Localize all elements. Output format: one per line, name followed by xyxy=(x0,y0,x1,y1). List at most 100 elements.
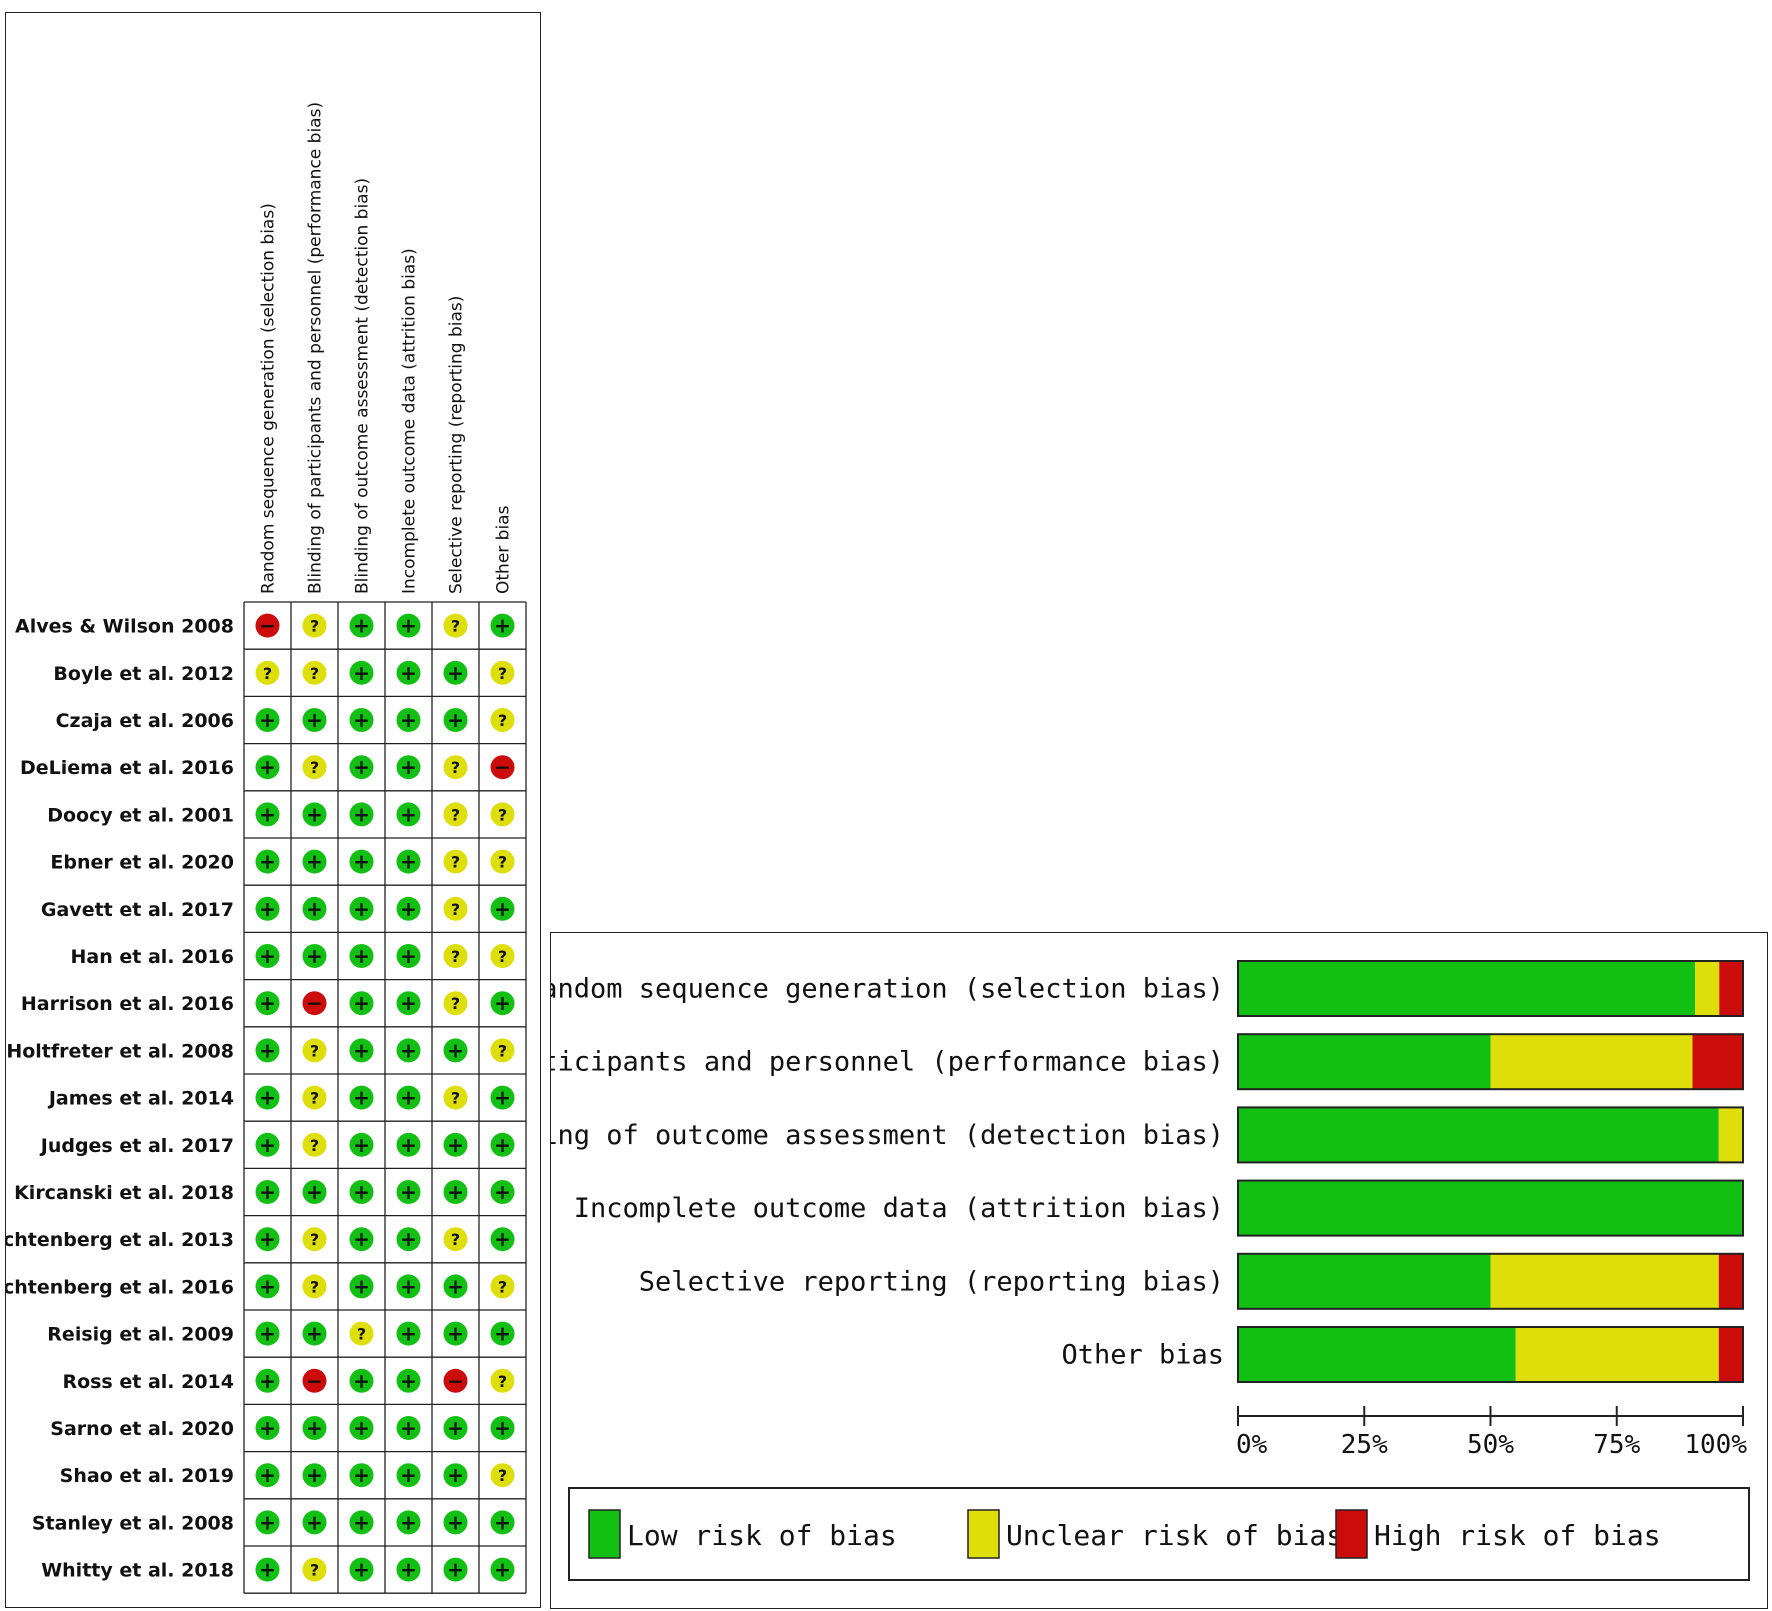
bar-segment-high xyxy=(1718,1327,1743,1382)
risk-symbol-low: + xyxy=(353,991,370,1015)
risk-marker-low: + xyxy=(255,944,280,968)
risk-marker-low: + xyxy=(255,802,280,827)
risk-circle-low xyxy=(349,1274,374,1299)
risk-marker-low: + xyxy=(349,660,374,685)
risk-symbol-unclear: ? xyxy=(498,853,507,872)
risk-marker-unclear: ? xyxy=(302,755,327,780)
risk-marker-low: + xyxy=(396,1368,421,1393)
risk-symbol-unclear: ? xyxy=(451,947,460,966)
risk-marker-high: − xyxy=(255,613,280,638)
risk-circle-low xyxy=(396,1180,421,1204)
risk-marker-unclear: ? xyxy=(443,944,468,968)
risk-circle-high xyxy=(302,1368,327,1393)
risk-marker-unclear: ? xyxy=(349,1321,374,1346)
risk-marker-low: + xyxy=(349,1132,374,1157)
risk-circle-low xyxy=(255,849,280,874)
risk-circle-unclear xyxy=(302,1132,327,1157)
risk-symbol-high: − xyxy=(447,1369,464,1393)
risk-circle-low xyxy=(396,991,421,1016)
category-label: Other bias xyxy=(1061,1340,1224,1371)
risk-marker-unclear: ? xyxy=(490,849,515,874)
risk-marker-low: + xyxy=(302,802,327,827)
risk-symbol-unclear: ? xyxy=(310,617,319,636)
risk-marker-low: + xyxy=(396,1180,421,1204)
risk-symbol-low: + xyxy=(353,1510,370,1534)
risk-circle-low xyxy=(396,1463,421,1488)
risk-circle-low xyxy=(396,1132,421,1157)
risk-marker-low: + xyxy=(349,944,374,968)
risk-circle-low xyxy=(490,1557,515,1582)
risk-marker-unclear: ? xyxy=(443,802,468,827)
x-tick-label: 25% xyxy=(1341,1430,1388,1460)
risk-marker-low: + xyxy=(349,1463,374,1488)
risk-symbol-low: + xyxy=(306,1463,323,1487)
risk-circle-low xyxy=(396,660,421,685)
risk-symbol-low: + xyxy=(494,1322,511,1346)
risk-circle-unclear xyxy=(302,1274,327,1299)
risk-marker-low: + xyxy=(443,1416,468,1440)
risk-symbol-unclear: ? xyxy=(451,1230,460,1249)
risk-marker-low: + xyxy=(396,1085,421,1110)
risk-symbol-low: + xyxy=(400,1038,417,1062)
bar-segment-low xyxy=(1238,1327,1516,1382)
risk-circle-low xyxy=(443,1274,468,1299)
risk-marker-low: + xyxy=(349,755,374,780)
bar-segment-low xyxy=(1238,1180,1743,1236)
risk-circle-low xyxy=(302,1463,327,1488)
risk-marker-unclear: ? xyxy=(302,660,327,685)
study-label: James et al. 2014 xyxy=(47,1088,234,1110)
risk-symbol-unclear: ? xyxy=(451,805,460,824)
risk-circle-high xyxy=(255,613,280,638)
domain-column-label: Incomplete outcome data (attrition bias) xyxy=(400,248,420,594)
risk-marker-high: − xyxy=(443,1368,468,1393)
risk-marker-low: + xyxy=(349,1085,374,1110)
x-tick-label: 100% xyxy=(1684,1430,1747,1460)
risk-symbol-low: + xyxy=(494,897,511,921)
risk-marker-low: + xyxy=(255,1557,280,1582)
study-label: Holtfreter et al. 2008 xyxy=(6,1040,234,1062)
bar-segment-low xyxy=(1238,961,1696,1016)
risk-symbol-low: + xyxy=(353,708,370,732)
risk-symbol-low: + xyxy=(259,944,276,968)
legend-box xyxy=(568,1487,1750,1581)
risk-marker-unclear: ? xyxy=(302,613,327,638)
bar-outline xyxy=(1237,1326,1744,1383)
risk-circle-unclear xyxy=(443,802,468,827)
risk-symbol-low: + xyxy=(353,1086,370,1110)
risk-marker-low: + xyxy=(255,1416,280,1440)
risk-marker-low: + xyxy=(349,896,374,921)
risk-marker-low: + xyxy=(255,1227,280,1252)
risk-symbol-unclear: ? xyxy=(451,994,460,1013)
risk-circle-low xyxy=(255,802,280,827)
risk-circle-low xyxy=(349,1180,374,1204)
risk-circle-unclear xyxy=(443,613,468,638)
risk-marker-low: + xyxy=(396,613,421,638)
risk-marker-unclear: ? xyxy=(490,1463,515,1488)
risk-symbol-low: + xyxy=(306,708,323,732)
risk-symbol-low: + xyxy=(353,897,370,921)
bar-outline xyxy=(1237,1106,1744,1164)
risk-circle-low xyxy=(396,1510,421,1535)
risk-marker-low: + xyxy=(490,896,515,921)
risk-circle-unclear xyxy=(302,613,327,638)
risk-circle-low xyxy=(255,896,280,921)
bar-segment-unclear xyxy=(1490,1034,1693,1090)
risk-circle-low xyxy=(302,1180,327,1204)
category-label: Incomplete outcome data (attrition bias) xyxy=(574,1193,1224,1224)
risk-symbol-unclear: ? xyxy=(451,617,460,636)
risk-circle-unclear xyxy=(490,802,515,827)
bar-segment-unclear xyxy=(1515,1327,1719,1382)
risk-symbol-low: + xyxy=(400,1416,417,1440)
risk-symbol-low: + xyxy=(259,991,276,1015)
risk-symbol-low: + xyxy=(259,1416,276,1440)
risk-symbol-low: + xyxy=(400,614,417,638)
risk-symbol-unclear: ? xyxy=(498,1041,507,1060)
risk-circle-low xyxy=(443,1321,468,1346)
risk-symbol-low: + xyxy=(353,1227,370,1251)
domain-column-label: Blinding of participants and personnel (… xyxy=(306,102,326,594)
risk-symbol-low: + xyxy=(353,1133,370,1157)
risk-circle-low xyxy=(443,1557,468,1582)
risk-circle-low xyxy=(349,1416,374,1440)
risk-marker-low: + xyxy=(255,849,280,874)
risk-symbol-low: + xyxy=(259,1463,276,1487)
